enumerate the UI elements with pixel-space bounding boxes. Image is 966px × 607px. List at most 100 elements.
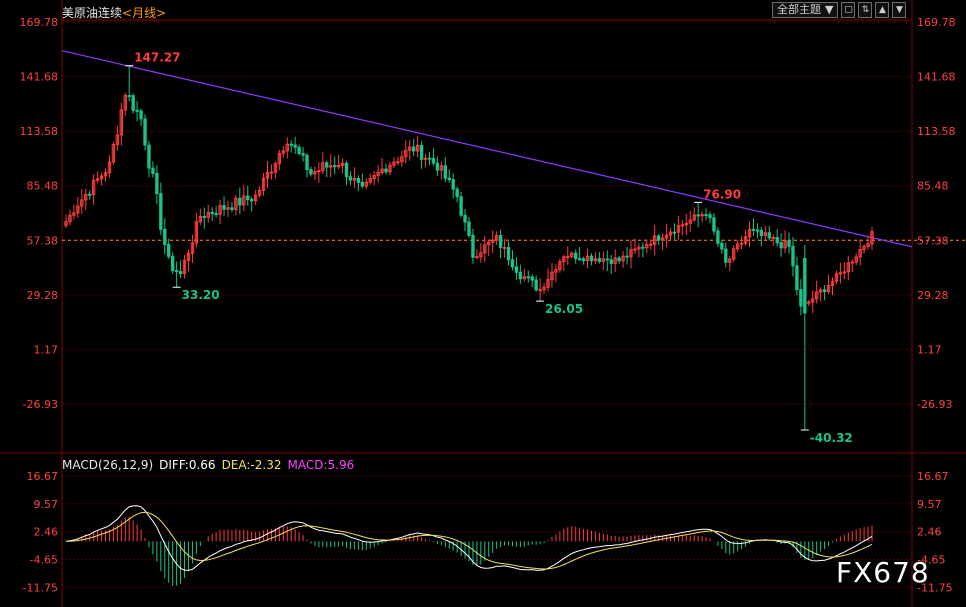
candle-body <box>198 215 203 223</box>
candle-body <box>668 231 673 236</box>
candle-body <box>388 164 392 173</box>
candle-body <box>336 164 341 168</box>
price-tick-label: 29.28 <box>917 289 949 302</box>
candle-body <box>692 214 696 221</box>
candle-body <box>293 144 297 148</box>
candle-body <box>99 175 104 180</box>
candle-body <box>439 165 444 171</box>
candle-body <box>84 193 88 201</box>
candle-body <box>408 146 412 151</box>
candle-body <box>716 230 720 244</box>
candle-body <box>305 154 309 171</box>
candle-body <box>755 229 760 232</box>
candle-body <box>431 157 436 164</box>
candle-body <box>862 245 866 251</box>
price-tick-label: 29.28 <box>27 289 59 302</box>
candle-body <box>763 232 768 237</box>
period-selector[interactable]: <月线> <box>122 6 167 20</box>
candle-body <box>214 213 218 216</box>
window-icon[interactable]: ▢ <box>841 2 856 18</box>
price-tick-label: 1.17 <box>917 343 942 356</box>
candle-body <box>80 199 84 207</box>
candle-body <box>660 237 665 241</box>
candle-body <box>653 235 657 245</box>
macd-tick-label: 9.57 <box>34 498 59 511</box>
macd-tick-label: 2.46 <box>34 526 59 539</box>
candle-body <box>329 165 333 168</box>
candle-body <box>799 289 803 307</box>
candle-body <box>72 212 76 216</box>
candle-body <box>250 198 254 202</box>
macd-tick-label: -11.75 <box>23 581 58 594</box>
candle-body <box>123 95 127 111</box>
candle-body <box>625 255 629 258</box>
candle-body <box>573 252 578 260</box>
candle-body <box>143 118 147 146</box>
candle-body <box>775 236 779 244</box>
candle-body <box>566 256 570 259</box>
candle-body <box>550 271 554 281</box>
price-tick-label: 141.68 <box>20 71 59 84</box>
candle-body <box>352 177 357 181</box>
macd-tick-label: 16.67 <box>917 470 949 483</box>
candle-body <box>289 143 293 146</box>
candle-body <box>739 242 744 245</box>
candle-body <box>368 178 372 183</box>
candle-body <box>178 271 183 275</box>
candle-body <box>759 229 764 237</box>
candle-body <box>487 241 491 246</box>
candle-body <box>688 219 692 224</box>
candle-body <box>601 258 606 262</box>
macd-tick-label: -4.65 <box>917 554 945 567</box>
candle-body <box>676 225 681 233</box>
candle-body <box>384 168 388 173</box>
candle-body <box>779 242 783 249</box>
candle-body <box>842 271 847 274</box>
candle-body <box>562 256 566 263</box>
candle-body <box>242 195 246 206</box>
extreme-value-label: 26.05 <box>545 302 583 316</box>
candle-body <box>471 234 475 258</box>
candle-body <box>680 224 685 227</box>
candle-body <box>364 181 368 187</box>
candle-body <box>498 234 503 249</box>
scroll-down-icon[interactable]: ▼ <box>892 2 907 18</box>
candle-body <box>194 221 199 244</box>
theme-select[interactable]: 全部主题 ▼ <box>772 2 839 18</box>
candle-body <box>834 273 839 282</box>
swap-icon[interactable]: ⇅ <box>858 2 873 18</box>
candle-body <box>234 197 238 211</box>
candle-body <box>479 252 483 258</box>
candle-body <box>771 236 775 239</box>
candle-body <box>95 178 100 181</box>
candle-body <box>637 246 641 250</box>
candle-body <box>633 248 637 251</box>
scroll-up-icon[interactable]: ▲ <box>875 2 890 18</box>
dea-line <box>65 511 873 570</box>
candle-body <box>127 95 131 98</box>
candle-body <box>475 256 479 259</box>
candle-body <box>317 170 321 173</box>
candle-body <box>494 234 499 241</box>
candle-body <box>107 161 112 174</box>
candle-body <box>795 265 799 291</box>
candle-body <box>850 261 854 264</box>
candle-body <box>613 257 617 264</box>
candle-body <box>846 262 850 273</box>
symbol-title: 美原油连续 <box>62 6 123 20</box>
price-tick-label: 57.38 <box>27 234 59 247</box>
candle-body <box>202 215 206 218</box>
candle-body <box>502 247 507 250</box>
candle-body <box>467 221 471 236</box>
candle-body <box>190 242 195 254</box>
extreme-value-label: 147.27 <box>134 51 180 65</box>
price-tick-label: 141.68 <box>917 71 956 84</box>
price-tick-label: 169.78 <box>917 16 956 29</box>
candle-body <box>309 169 313 175</box>
candle-body <box>803 257 807 314</box>
candle-body <box>372 175 376 180</box>
candle-body <box>866 243 870 247</box>
candle-body <box>443 165 447 179</box>
candle-body <box>672 231 677 234</box>
candle-body <box>210 211 214 215</box>
